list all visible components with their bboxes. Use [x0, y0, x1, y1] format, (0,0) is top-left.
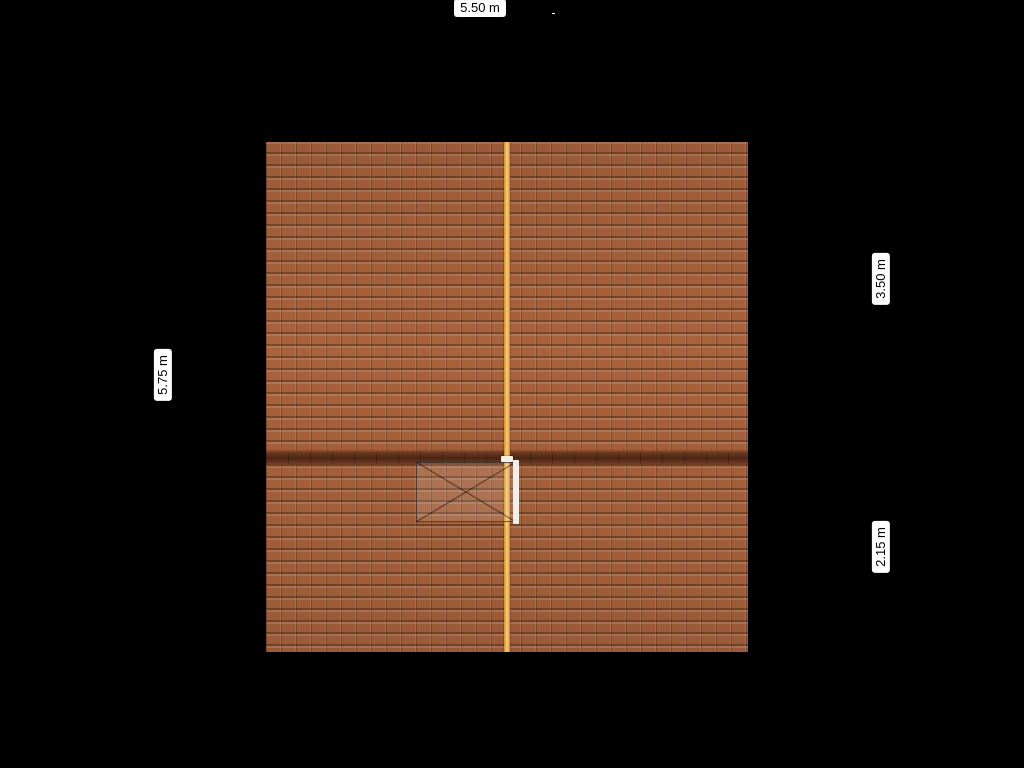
dimension-top: 5.50 m — [454, 0, 506, 17]
skylight — [416, 462, 516, 522]
dimension-left: 5.75 m — [154, 349, 172, 401]
feature-label-dakraam: Dakraam — [0, 0, 45, 12]
dimension-right-upper: 3.50 m — [872, 253, 890, 305]
dim-tick — [552, 13, 555, 14]
roof-beam — [504, 142, 510, 652]
skylight-cross-icon — [416, 462, 516, 522]
floorplan-stage: 5.50 m 5.75 m 3.50 m 2.15 m Zolder Zolde… — [0, 0, 1024, 768]
roof — [266, 142, 748, 652]
skylight-frame — [513, 460, 519, 524]
dim-tick — [490, 13, 493, 14]
dimension-right-lower: 2.15 m — [872, 521, 890, 573]
